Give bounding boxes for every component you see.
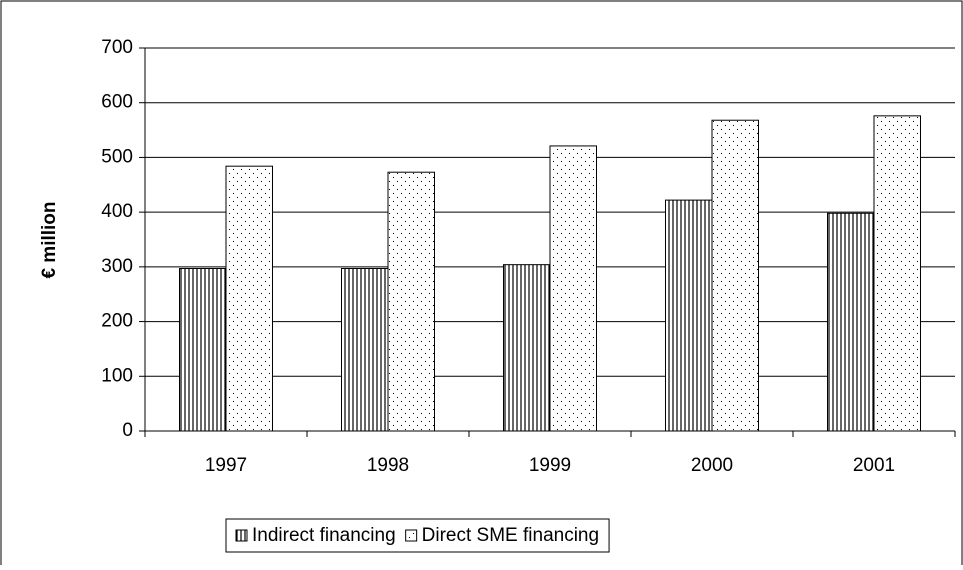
- bar: [665, 199, 713, 432]
- x-tick-label: 2001: [853, 455, 895, 476]
- y-tick-label: 500: [101, 146, 133, 167]
- y-tick-label: 600: [101, 92, 133, 113]
- legend-label: Indirect financing: [252, 525, 396, 546]
- y-axis-label: € million: [39, 201, 60, 278]
- bar: [341, 267, 389, 432]
- bar: [503, 264, 551, 432]
- x-tick-label: 2000: [691, 455, 733, 476]
- x-tick-label: 1999: [529, 455, 571, 476]
- y-tick-label: 200: [101, 311, 133, 332]
- y-tick-label: 100: [101, 365, 133, 386]
- bar: [827, 212, 875, 432]
- bar: [225, 165, 273, 432]
- x-tick-label: 1997: [205, 455, 247, 476]
- y-tick-label: 400: [101, 201, 133, 222]
- x-tick-label: 1998: [367, 455, 409, 476]
- legend-swatch: [235, 529, 248, 542]
- legend: [225, 518, 610, 553]
- y-tick-label: 0: [122, 420, 133, 441]
- bar: [873, 115, 921, 432]
- bar: [387, 171, 435, 432]
- y-tick-label: 300: [101, 256, 133, 277]
- legend-label: Direct SME financing: [422, 525, 599, 546]
- bar: [179, 267, 227, 432]
- bar: [711, 119, 759, 432]
- bar: [549, 145, 597, 432]
- legend-swatch: [405, 529, 418, 542]
- y-tick-label: 700: [101, 37, 133, 58]
